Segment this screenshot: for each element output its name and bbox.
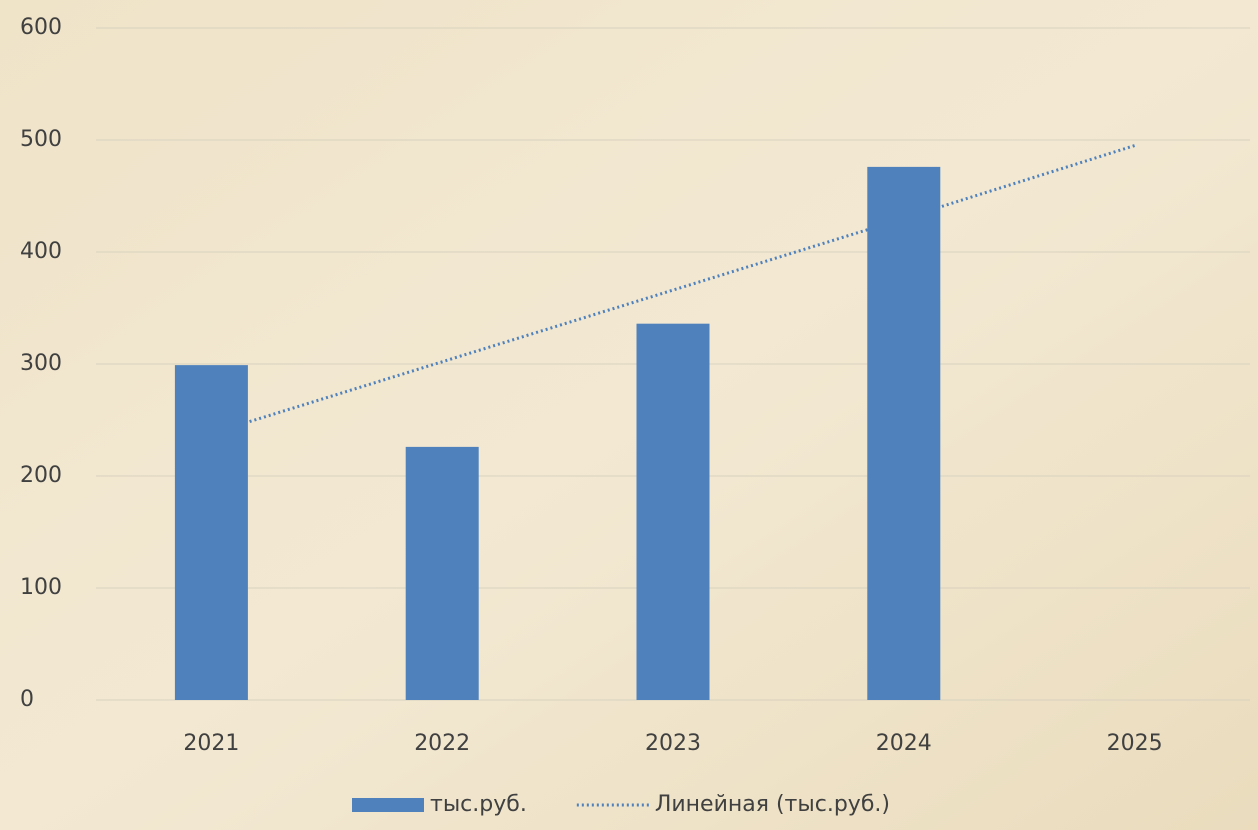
y-tick-label: 600 <box>20 15 62 40</box>
bar <box>406 447 479 700</box>
x-tick-label: 2022 <box>414 731 470 756</box>
x-tick-label: 2023 <box>645 731 701 756</box>
y-tick-label: 300 <box>20 351 62 376</box>
y-tick-label: 100 <box>20 575 62 600</box>
x-tick-label: 2024 <box>876 731 932 756</box>
legend-label: Линейная (тыс.руб.) <box>655 792 890 817</box>
y-tick-label: 400 <box>20 239 62 264</box>
y-tick-label: 0 <box>20 687 34 712</box>
x-tick-label: 2021 <box>183 731 239 756</box>
chart: 0 100 200 300 400 500 600 2021 2022 2023 2024 2025 т… <box>0 0 1258 830</box>
bar <box>637 324 710 700</box>
x-tick-label: 2025 <box>1107 731 1163 756</box>
bar <box>175 365 248 700</box>
legend-label: тыс.руб. <box>430 792 527 817</box>
y-tick-label: 500 <box>20 127 62 152</box>
bar <box>867 167 940 700</box>
y-tick-label: 200 <box>20 463 62 488</box>
legend-swatch <box>352 798 424 812</box>
